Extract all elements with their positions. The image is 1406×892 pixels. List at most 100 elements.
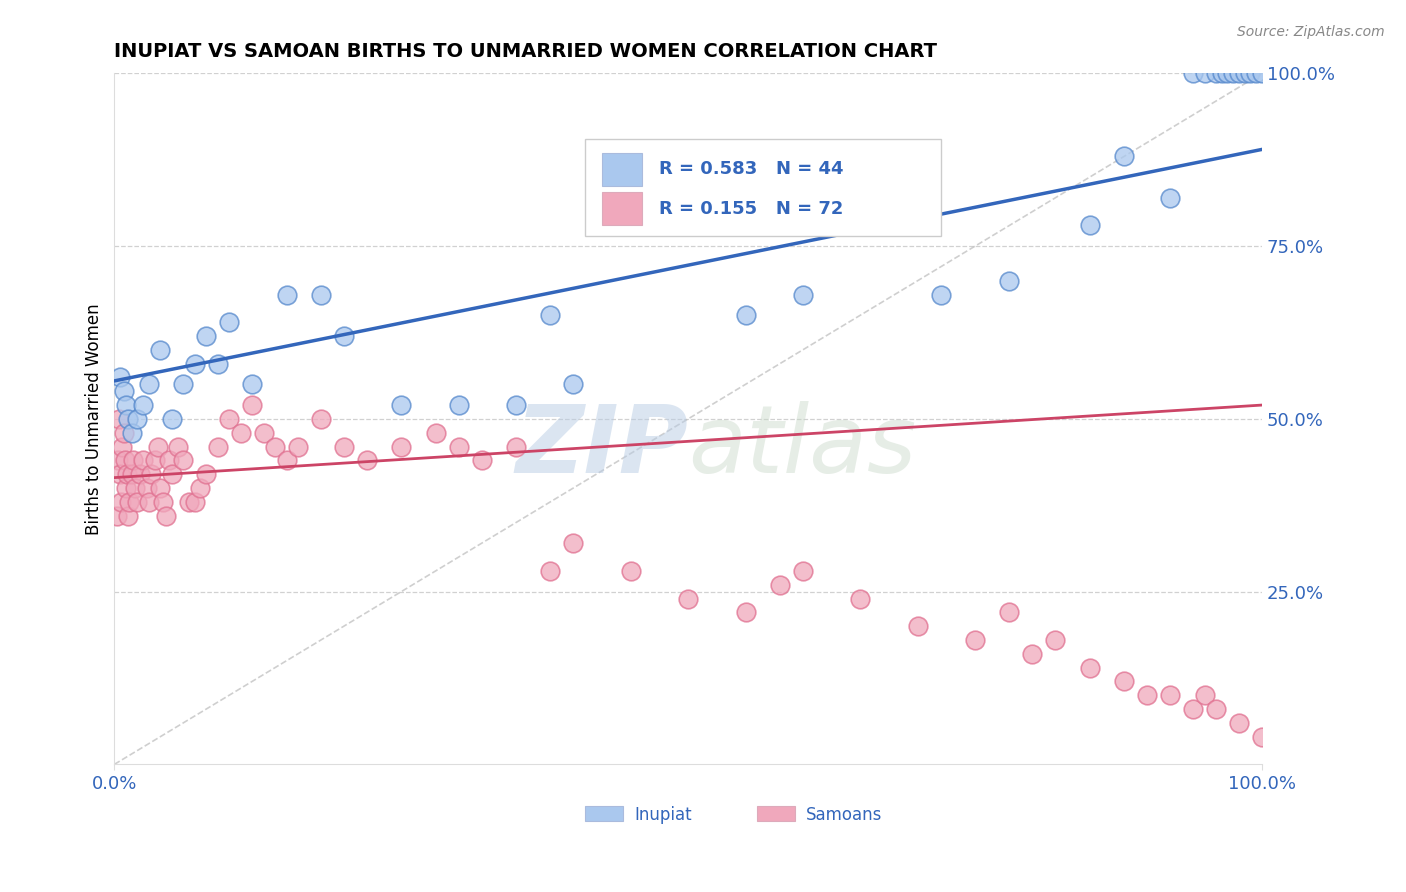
Text: R = 0.583   N = 44: R = 0.583 N = 44 [659,161,844,178]
Point [1045,632,1067,647]
Point [333,440,356,454]
Point [195,467,218,482]
Point [135,481,157,495]
Point [540,308,562,322]
Point [505,398,527,412]
Point [1194,66,1216,80]
Point [110,495,132,509]
Point [1222,66,1244,80]
Point [149,481,172,495]
Point [207,357,229,371]
Point [929,287,952,301]
Point [207,440,229,454]
Point [1244,66,1267,80]
Point [287,440,309,454]
Point [1021,647,1043,661]
Point [1159,688,1181,702]
Point [229,425,252,440]
Point [998,274,1021,288]
Point [160,412,183,426]
Y-axis label: Births to Unmarried Women: Births to Unmarried Women [86,303,103,534]
Point [166,440,188,454]
FancyBboxPatch shape [602,193,643,226]
FancyBboxPatch shape [585,805,623,821]
Point [107,453,129,467]
Point [1182,66,1205,80]
Point [172,453,194,467]
Point [240,398,263,412]
Point [1114,674,1136,689]
Text: ZIP: ZIP [515,401,688,492]
Point [108,370,131,384]
Text: Inupiat: Inupiat [634,805,692,824]
Point [1205,702,1227,716]
Point [276,453,298,467]
Point [240,377,263,392]
Point [117,508,139,523]
Point [112,384,135,399]
Point [128,467,150,482]
Point [121,425,143,440]
Text: Samoans: Samoans [807,805,883,824]
Point [792,564,814,578]
Point [159,453,181,467]
Point [108,467,131,482]
Point [309,412,332,426]
Point [121,467,143,482]
Point [1251,730,1274,744]
Point [160,467,183,482]
Point [676,591,699,606]
Point [105,508,128,523]
Point [849,591,872,606]
Point [118,495,141,509]
Point [309,287,332,301]
Point [152,495,174,509]
FancyBboxPatch shape [585,139,941,235]
Point [184,357,207,371]
Point [1239,66,1261,80]
Point [1216,66,1239,80]
Point [1205,66,1227,80]
Point [276,287,298,301]
Point [1251,66,1274,80]
Point [146,440,169,454]
Point [849,204,872,219]
Point [389,440,412,454]
Point [127,412,149,426]
Point [218,412,240,426]
Point [112,425,135,440]
Point [1227,66,1250,80]
Point [132,453,155,467]
Point [127,495,149,509]
Point [1159,191,1181,205]
Point [1114,149,1136,163]
Point [963,632,986,647]
Point [138,377,160,392]
Point [1078,219,1101,233]
Point [1227,715,1250,730]
Text: R = 0.155   N = 72: R = 0.155 N = 72 [659,200,844,218]
Point [121,453,143,467]
Point [907,619,929,633]
Point [447,398,470,412]
Text: atlas: atlas [688,401,917,492]
Point [218,315,240,329]
Point [1211,66,1233,80]
Point [389,398,412,412]
Text: Source: ZipAtlas.com: Source: ZipAtlas.com [1237,25,1385,39]
Point [111,440,134,454]
Point [471,453,494,467]
Point [139,467,162,482]
Point [447,440,470,454]
Point [792,287,814,301]
Point [264,440,287,454]
Point [1233,66,1256,80]
Point [124,481,146,495]
Point [117,412,139,426]
Point [333,329,356,343]
Point [115,398,138,412]
Point [562,377,585,392]
Point [769,577,792,591]
Point [425,425,447,440]
Point [1194,688,1216,702]
